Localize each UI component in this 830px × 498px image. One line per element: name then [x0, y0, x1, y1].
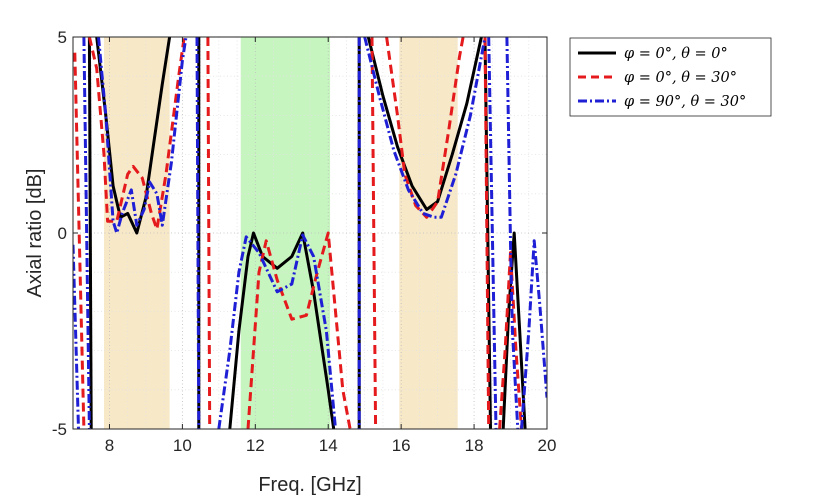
series-2-segment-3 [206, 37, 212, 429]
series-2-segment-2 [87, 37, 186, 231]
y-tick-label: 5 [58, 28, 67, 47]
data-series [73, 37, 547, 429]
series-3-segment-4 [195, 37, 201, 429]
legend-text-2: φ = 0°, θ = 30° [624, 70, 737, 86]
axis-ticks: 8 10 12 14 16 18 20 -5 0 5 [52, 28, 557, 455]
legend-text-1: φ = 0°, θ = 0° [624, 46, 728, 62]
y-axis-label: Axial ratio [dB] [24, 169, 46, 298]
x-tick-label: 10 [173, 436, 192, 455]
x-tick-label: 12 [246, 436, 265, 455]
series-3-segment-10 [520, 239, 547, 429]
x-tick-label: 8 [105, 436, 114, 455]
x-tick-label: 20 [538, 436, 557, 455]
y-tick-label: -5 [52, 420, 67, 439]
series-3-segment-8 [487, 37, 498, 429]
series-2-segment-5 [370, 37, 378, 429]
series-3-segment-2 [82, 37, 91, 429]
series-2-segment-4 [246, 231, 352, 429]
series-1-segment-4 [228, 231, 336, 429]
shaded-band-3 [399, 37, 458, 429]
legend-text-3: φ = 90°, θ = 30° [624, 94, 746, 110]
x-axis-label: Freq. [GHz] [258, 474, 361, 496]
x-tick-label: 16 [392, 436, 411, 455]
series-3-segment-5 [217, 233, 337, 429]
series-2-segment-1 [73, 52, 86, 429]
x-tick-label: 18 [465, 436, 484, 455]
series-3-segment-9 [505, 37, 520, 429]
series-2-segment-8 [498, 251, 523, 429]
series-3-segment-7 [363, 37, 487, 219]
series-2-segment-6 [385, 37, 465, 219]
x-tick-label: 14 [319, 436, 338, 455]
series-2-segment-7 [483, 37, 491, 429]
series-1-segment-8 [501, 231, 527, 429]
legend-box [569, 37, 772, 117]
series-1-segment-1 [87, 37, 93, 429]
y-tick-label: 0 [58, 224, 67, 243]
legend: φ = 0°, θ = 0° φ = 0°, θ = 30° φ = 90°, … [569, 37, 772, 117]
series-1-segment-6 [366, 37, 483, 211]
series-3-segment-1 [73, 244, 80, 429]
